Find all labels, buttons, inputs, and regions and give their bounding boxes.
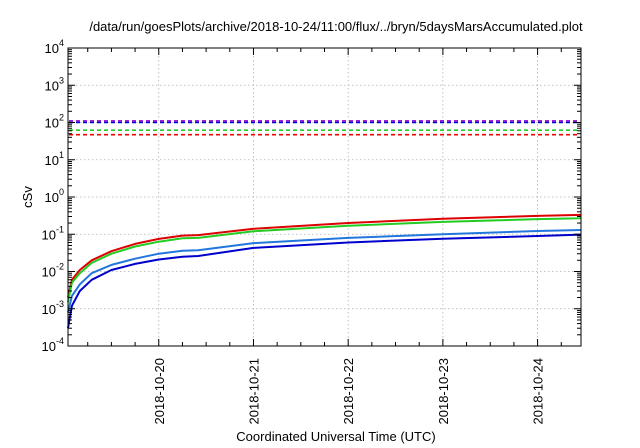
y-tick-label: 102 (45, 113, 64, 131)
series-line (67, 233, 582, 329)
y-tick-label: 100 (45, 187, 64, 205)
x-tick-label: 2018-10-22 (341, 358, 356, 425)
y-tick-label: 10-1 (42, 224, 64, 242)
y-tick-label: 10-3 (42, 299, 64, 317)
reference-lines (69, 120, 580, 136)
series-line (67, 217, 582, 303)
y-tick-label: 10-2 (42, 262, 64, 280)
x-axis-label: Coordinated Universal Time (UTC) (236, 429, 435, 444)
y-tick-label: 101 (45, 150, 64, 168)
grid (68, 48, 581, 346)
y-tick-label: 104 (45, 38, 64, 56)
series-line (67, 213, 582, 298)
y-tick-label: 103 (45, 75, 64, 93)
x-tick-label: 2018-10-24 (531, 358, 546, 425)
x-tick-label: 2018-10-20 (152, 358, 167, 425)
x-tick-label: 2018-10-23 (436, 358, 451, 425)
y-tick-label: 10-4 (42, 336, 64, 354)
x-tick-label: 2018-10-21 (246, 358, 261, 425)
series-group (67, 213, 582, 329)
x-axis-ticks: 2018-10-20 2018-10-21 2018-10-22 2018-10-23… (87, 48, 562, 425)
y-axis-label: cSv (20, 186, 35, 208)
series-line (67, 229, 582, 313)
y-axis-ticks: 10-4 10-3 10-2 10-1 100 101 102 103 104 (42, 38, 581, 354)
chart-title: /data/run/goesPlots/archive/2018-10-24/1… (89, 19, 583, 34)
